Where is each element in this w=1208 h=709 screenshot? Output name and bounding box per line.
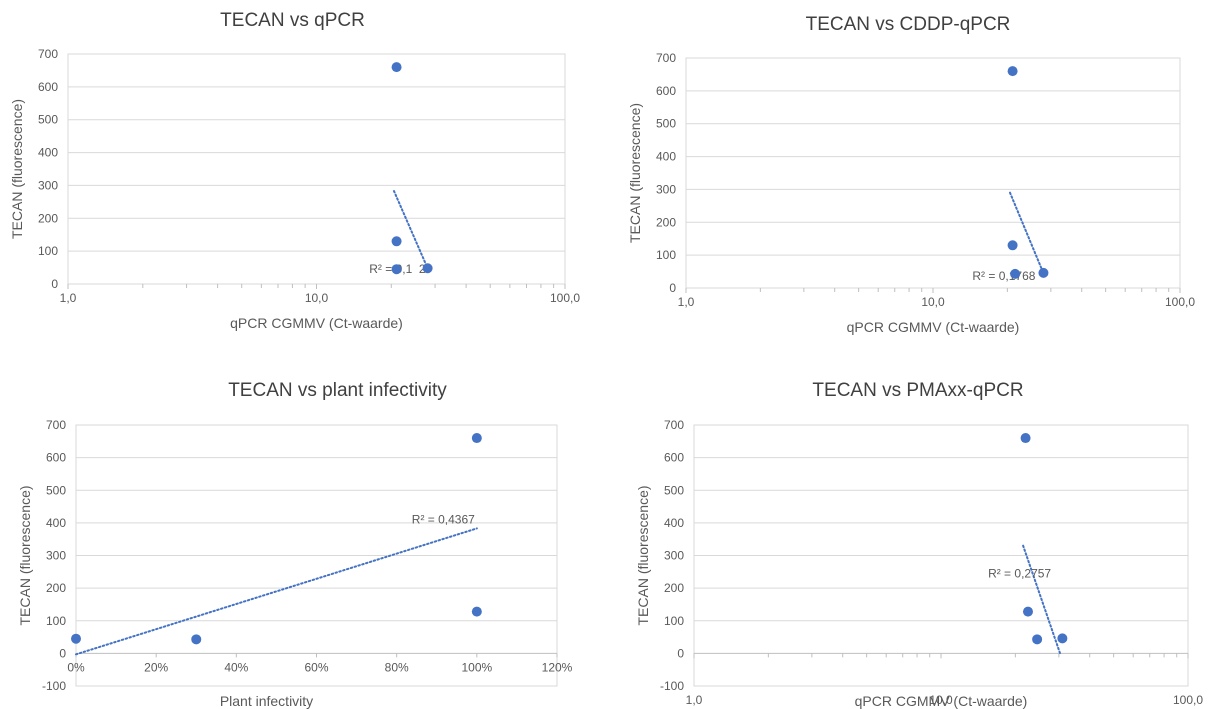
y-tick-label: 500 xyxy=(656,117,676,131)
y-tick-label: 500 xyxy=(46,483,66,497)
y-tick-label: 300 xyxy=(656,182,676,196)
x-tick-label: 100,0 xyxy=(1165,295,1195,309)
data-point xyxy=(1007,240,1018,251)
x-tick-label: 120% xyxy=(542,660,573,674)
data-point xyxy=(1032,634,1043,645)
y-tick-label: 700 xyxy=(656,51,676,65)
y-tick-label: 200 xyxy=(664,581,684,595)
plot-area xyxy=(685,57,1181,289)
y-tick-label: 0 xyxy=(677,646,684,660)
y-tick-label: 700 xyxy=(46,418,66,432)
y-tick-label: 200 xyxy=(38,211,58,225)
r-squared-label: R² = 0,1768 xyxy=(972,269,1035,283)
data-point xyxy=(1010,268,1021,279)
data-point xyxy=(391,236,402,247)
y-tick-label: 400 xyxy=(664,516,684,530)
chart-title: TECAN vs plant infectivity xyxy=(228,380,447,401)
y-tick-label: 400 xyxy=(656,150,676,164)
y-tick-label: 300 xyxy=(38,178,58,192)
scatter-chart-pmaxx-qpcr: -100 0 100 200 300 400 500 600 700 1,0 10,0 100,0 R²… xyxy=(635,418,1203,709)
x-tick-label: 60% xyxy=(304,660,328,674)
x-tick-label: 100,0 xyxy=(1173,693,1203,707)
y-tick-label: 100 xyxy=(46,614,66,628)
y-tick-label: 600 xyxy=(46,451,66,465)
data-point xyxy=(191,634,202,645)
trendline xyxy=(75,527,478,656)
y-tick-label: 0 xyxy=(669,281,676,295)
r-squared-label: R² = 0,2757 xyxy=(988,567,1051,581)
x-tick-label: 80% xyxy=(385,660,409,674)
y-tick-label: 300 xyxy=(46,549,66,563)
y-tick-label: 700 xyxy=(664,418,684,432)
y-tick-label: 500 xyxy=(38,113,58,127)
y-tick-label: 600 xyxy=(656,84,676,98)
data-point xyxy=(1038,267,1049,278)
y-tick-label: 100 xyxy=(656,248,676,262)
x-tick-label: 1,0 xyxy=(678,295,695,309)
x-tick-label: 10,0 xyxy=(305,291,329,305)
y-tick-label: 100 xyxy=(38,244,58,258)
y-tick-label: 600 xyxy=(664,451,684,465)
y-tick-label: 200 xyxy=(656,215,676,229)
y-tick-label: 600 xyxy=(38,80,58,94)
x-tick-label: 20% xyxy=(144,660,168,674)
scatter-chart-cddp-qpcr: 0 100 200 300 400 500 600 700 1,0 10,0 100,0 R² = 0… xyxy=(627,51,1195,335)
y-axis-title: TECAN (fluorescence) xyxy=(9,99,25,239)
data-point xyxy=(391,62,402,73)
y-tick-label: 300 xyxy=(664,549,684,563)
x-tick-label: 100% xyxy=(461,660,492,674)
chart-panel-plant-infectivity: TECAN vs plant infectivity -100 0 100 200 30… xyxy=(0,360,600,709)
y-tick-label: 400 xyxy=(38,146,58,160)
y-axis-title: TECAN (fluorescence) xyxy=(17,485,33,625)
chart-title: TECAN vs qPCR xyxy=(220,10,365,31)
trendline xyxy=(392,190,429,270)
data-point xyxy=(1022,606,1033,617)
trendline xyxy=(1009,191,1045,275)
y-axis-title: TECAN (fluorescence) xyxy=(635,485,651,625)
data-point xyxy=(471,433,482,444)
data-point xyxy=(1020,433,1031,444)
x-axis-title: Plant infectivity xyxy=(220,693,313,709)
y-tick-label: 0 xyxy=(59,646,66,660)
chart-panel-pmaxx-qpcr: TECAN vs PMAxx-qPCR -100 0 100 200 300 400 500… xyxy=(608,360,1208,709)
y-tick-label: 400 xyxy=(46,516,66,530)
x-tick-label: 10,0 xyxy=(921,295,945,309)
chart-title: TECAN vs CDDP-qPCR xyxy=(805,14,1011,35)
x-axis-title: qPCR CGMMV (Ct-waarde) xyxy=(230,315,403,331)
x-tick-label: 100,0 xyxy=(550,291,580,305)
plot-area xyxy=(67,53,566,285)
x-axis-title: qPCR CGMMV (Ct-waarde) xyxy=(847,319,1020,335)
y-tick-label: 500 xyxy=(664,483,684,497)
data-point xyxy=(471,606,482,617)
data-point xyxy=(391,264,402,275)
data-point xyxy=(422,263,433,274)
x-tick-label: 10,0 xyxy=(929,693,953,707)
x-tick-label: 1,0 xyxy=(686,693,703,707)
data-point xyxy=(1007,66,1018,77)
y-tick-label: 700 xyxy=(38,47,58,61)
x-tick-label: 40% xyxy=(224,660,248,674)
data-point xyxy=(1057,633,1068,644)
y-tick-label: 0 xyxy=(51,277,58,291)
x-tick-label: 0% xyxy=(67,660,85,674)
chart-panel-qpcr: TECAN vs qPCR 0 100 200 300 400 500 600 700 1,0 1… xyxy=(0,0,600,355)
x-tick-label: 1,0 xyxy=(60,291,77,305)
chart-title: TECAN vs PMAxx-qPCR xyxy=(812,380,1024,401)
y-tick-label: -100 xyxy=(660,679,684,693)
x-axis-title: qPCR CGMMV (Ct-waarde) xyxy=(855,693,1028,709)
y-tick-label: -100 xyxy=(42,679,66,693)
trendline xyxy=(1022,544,1062,657)
chart-panel-cddp-qpcr: TECAN vs CDDP-qPCR 0 100 200 300 400 500 600 70… xyxy=(608,0,1208,355)
scatter-chart-plant-infectivity: -100 0 100 200 300 400 500 600 700 0% 20% 40% 60% 80%… xyxy=(17,418,573,709)
y-axis-title: TECAN (fluorescence) xyxy=(627,103,643,243)
y-tick-label: 200 xyxy=(46,581,66,595)
data-point xyxy=(71,633,81,644)
r-squared-label: R² = 0,4367 xyxy=(412,512,475,526)
y-tick-label: 100 xyxy=(664,614,684,628)
